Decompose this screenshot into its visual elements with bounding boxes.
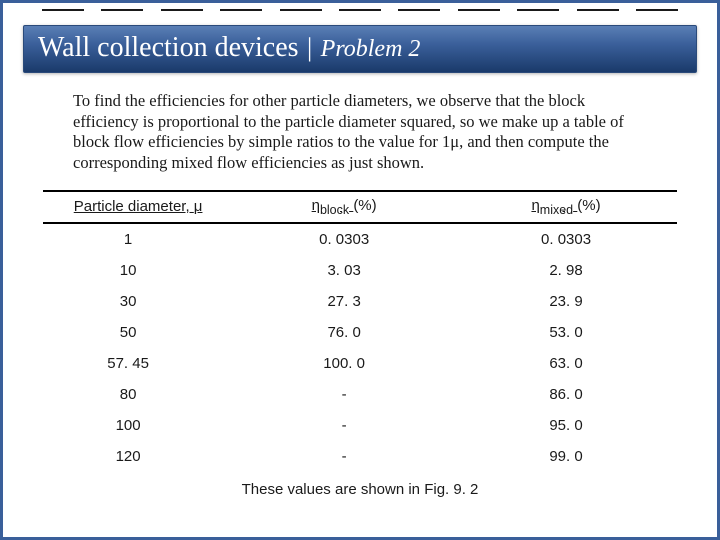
cell-d: 50 <box>43 317 233 348</box>
efficiency-table: Particle diameter, μ ηblock (%) ηmixed (… <box>43 190 677 473</box>
cell-b: - <box>233 379 455 410</box>
cell-b: - <box>233 441 455 473</box>
cell-b: - <box>233 410 455 441</box>
dash <box>161 9 203 11</box>
table-row: 57. 45 100. 0 63. 0 <box>43 348 677 379</box>
col1-pre: Particle diameter, <box>74 198 194 215</box>
title-main: Wall collection devices <box>38 32 299 63</box>
cell-b: 27. 3 <box>233 286 455 317</box>
top-dash-row <box>3 9 717 11</box>
body-paragraph: To find the efficiencies for other parti… <box>73 91 647 174</box>
cell-d: 1 <box>43 223 233 255</box>
cell-d: 57. 45 <box>43 348 233 379</box>
col-header-mixed: ηmixed (%) <box>455 191 677 223</box>
table-row: 1 0. 0303 0. 0303 <box>43 223 677 255</box>
cell-d: 80 <box>43 379 233 410</box>
cell-d: 100 <box>43 410 233 441</box>
col3-sub: mixed <box>540 203 573 217</box>
cell-m: 0. 0303 <box>455 223 677 255</box>
dash <box>636 9 678 11</box>
col2-sym: η <box>312 197 320 214</box>
cell-d: 120 <box>43 441 233 473</box>
cell-d: 30 <box>43 286 233 317</box>
col-header-block: ηblock (%) <box>233 191 455 223</box>
col2-sub: block <box>320 203 349 217</box>
col1-sym: μ <box>194 198 203 215</box>
title-bar: Wall collection devices | Problem 2 <box>23 25 697 73</box>
cell-m: 63. 0 <box>455 348 677 379</box>
col2-suf: (%) <box>353 197 376 214</box>
table-row: 10 3. 03 2. 98 <box>43 255 677 286</box>
cell-b: 76. 0 <box>233 317 455 348</box>
cell-b: 0. 0303 <box>233 223 455 255</box>
cell-m: 95. 0 <box>455 410 677 441</box>
cell-m: 2. 98 <box>455 255 677 286</box>
table-header-row: Particle diameter, μ ηblock (%) ηmixed (… <box>43 191 677 223</box>
cell-m: 99. 0 <box>455 441 677 473</box>
dash <box>280 9 322 11</box>
cell-b: 3. 03 <box>233 255 455 286</box>
dash <box>101 9 143 11</box>
col3-suf: (%) <box>577 197 600 214</box>
dash <box>339 9 381 11</box>
title-sub: Problem 2 <box>321 36 421 62</box>
table-caption: These values are shown in Fig. 9. 2 <box>43 481 677 498</box>
cell-m: 86. 0 <box>455 379 677 410</box>
cell-d: 10 <box>43 255 233 286</box>
table-body: 1 0. 0303 0. 0303 10 3. 03 2. 98 30 27. … <box>43 223 677 473</box>
table-row: 100 - 95. 0 <box>43 410 677 441</box>
cell-m: 53. 0 <box>455 317 677 348</box>
dash <box>577 9 619 11</box>
dash <box>517 9 559 11</box>
dash <box>42 9 84 11</box>
efficiency-table-wrap: Particle diameter, μ ηblock (%) ηmixed (… <box>43 190 677 498</box>
table-row: 30 27. 3 23. 9 <box>43 286 677 317</box>
dash <box>458 9 500 11</box>
col3-sym: η <box>531 197 539 214</box>
table-row: 80 - 86. 0 <box>43 379 677 410</box>
cell-m: 23. 9 <box>455 286 677 317</box>
title-separator: | <box>307 33 312 62</box>
dash <box>398 9 440 11</box>
dash <box>220 9 262 11</box>
table-row: 120 - 99. 0 <box>43 441 677 473</box>
table-row: 50 76. 0 53. 0 <box>43 317 677 348</box>
cell-b: 100. 0 <box>233 348 455 379</box>
col-header-diameter: Particle diameter, μ <box>43 191 233 223</box>
